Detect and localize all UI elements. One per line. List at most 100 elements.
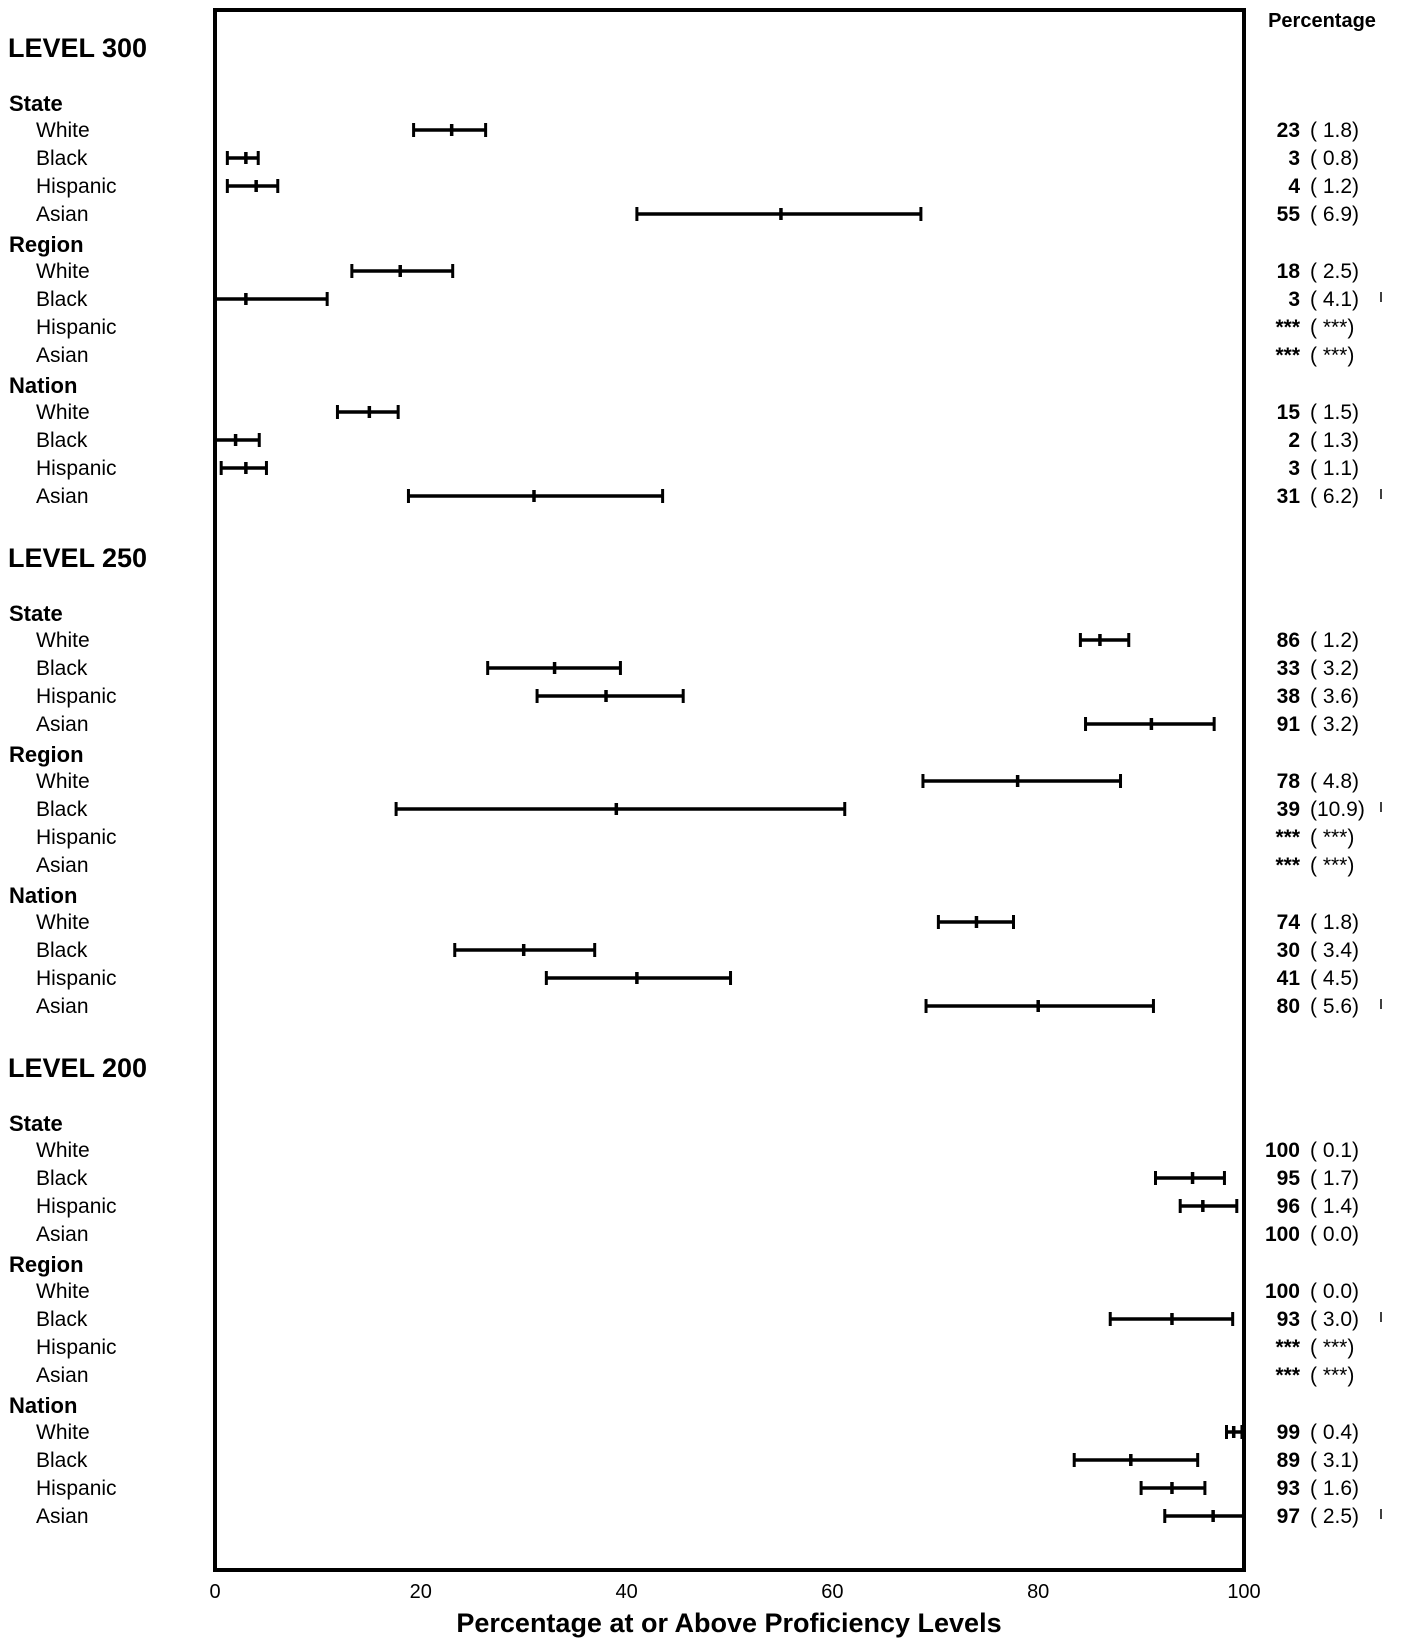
standard-error: ( 6.2) [1310,485,1359,508]
standard-error: ( 1.4) [1310,1195,1359,1218]
group-heading: State [9,91,63,116]
row-label: Hispanic [36,685,117,708]
x-tick-label: 60 [821,1581,843,1603]
row-label: White [36,911,90,934]
percentage-value: 95 [1277,1167,1301,1190]
row-label: Asian [36,344,89,367]
standard-error: ( 3.2) [1310,657,1359,680]
standard-error: ( 4.5) [1310,967,1359,990]
standard-error: ( 1.3) [1310,429,1359,452]
row-label: White [36,401,90,424]
row-label: White [36,1421,90,1444]
standard-error: (10.9) [1310,798,1365,821]
value-column-header: Percentage [1268,10,1376,32]
x-axis-label: Percentage at or Above Proficiency Level… [456,1608,1001,1638]
standard-error: ( 3.2) [1310,713,1359,736]
group-heading: Region [9,1252,84,1277]
percentage-value: *** [1275,316,1300,339]
standard-error: ( 1.2) [1310,629,1359,652]
percentage-value: *** [1275,1364,1300,1387]
percentage-value: 39 [1277,798,1300,821]
percentage-value: 80 [1277,995,1300,1018]
percentage-value: 31 [1277,485,1301,508]
row-label: Hispanic [36,1195,117,1218]
row-label: White [36,1280,90,1303]
percentage-value: 3 [1288,147,1300,170]
percentage-value: 99 [1277,1421,1300,1444]
group-heading: Nation [9,883,77,908]
standard-error: ( 1.5) [1310,401,1359,424]
percentage-value: 96 [1277,1195,1300,1218]
level-heading: LEVEL 300 [8,33,147,63]
standard-error: ( 1.6) [1310,1477,1359,1500]
row-label: Asian [36,203,89,226]
row-label: Asian [36,1364,89,1387]
percentage-value: 86 [1277,629,1300,652]
row-label: White [36,119,90,142]
percentage-value: 93 [1277,1308,1300,1331]
percentage-value: 100 [1265,1223,1300,1246]
row-label: Black [36,657,88,680]
x-tick-label: 80 [1027,1581,1049,1603]
percentage-value: 30 [1277,939,1300,962]
percentage-value: 41 [1277,967,1301,990]
group-heading: Nation [9,1393,77,1418]
row-label: Asian [36,995,89,1018]
row-label: White [36,629,90,652]
x-tick-label: 40 [615,1581,637,1603]
percentage-value: 78 [1277,770,1301,793]
x-axis-ticks: 0 20 40 60 80 100 [209,1581,1260,1603]
row-label: Black [36,147,88,170]
group-heading: Region [9,742,84,767]
row-label: Black [36,1449,88,1472]
standard-error: ( 1.8) [1310,119,1359,142]
row-label: Hispanic [36,826,117,849]
row-label: Black [36,1167,88,1190]
standard-error: ( 0.8) [1310,147,1359,170]
group-heading: Region [9,232,84,257]
standard-error: ( 6.9) [1310,203,1359,226]
row-label: White [36,770,90,793]
row-label: Black [36,288,88,311]
percentage-value: *** [1275,826,1300,849]
standard-error: ( ***) [1310,344,1354,367]
rows-layer: LEVEL 300 State White 2 3 ( 1.8) Black 3 ( 0.8) H… [8,33,1382,1528]
standard-error: ( 0.0) [1310,1223,1359,1246]
percentage-value: 4 [1288,175,1300,198]
percentage-value: *** [1275,854,1300,877]
row-label: Hispanic [36,967,117,990]
standard-error: ( 3.6) [1310,685,1359,708]
standard-error: ( 4.8) [1310,770,1359,793]
x-tick-label: 20 [410,1581,432,1603]
standard-error: ( 3.4) [1310,939,1359,962]
row-label: Asian [36,1223,89,1246]
percentage-value: 89 [1277,1449,1300,1472]
row-label: Black [36,1308,88,1331]
row-label: Hispanic [36,1477,117,1500]
standard-error: ( 1.7) [1310,1167,1359,1190]
percentage-value: 74 [1277,911,1301,934]
standard-error: ( 4.1) [1310,288,1359,311]
level-heading: LEVEL 200 [8,1053,147,1083]
group-heading: Nation [9,373,77,398]
percentage-value: 93 [1277,1477,1300,1500]
standard-error: ( ***) [1310,826,1354,849]
standard-error: ( 0.1) [1310,1139,1359,1162]
standard-error: ( 5.6) [1310,995,1359,1018]
row-label: Black [36,798,88,821]
percentage-value: 2 [1288,429,1300,452]
x-tick-label: 0 [209,1581,220,1603]
standard-error: ( 3.1) [1310,1449,1359,1472]
standard-error: ( 2.5) [1310,1505,1359,1528]
percentage-value: 15 [1277,401,1301,424]
row-label: Hispanic [36,457,117,480]
standard-error: ( 2.5) [1310,260,1359,283]
percentage-value: *** [1275,1336,1300,1359]
row-label: White [36,260,90,283]
percentage-value: 3 [1288,457,1300,480]
percentage-value: 91 [1277,713,1301,736]
standard-error: ( 0.4) [1310,1421,1359,1444]
row-label: Asian [36,854,89,877]
group-heading: State [9,1111,63,1136]
